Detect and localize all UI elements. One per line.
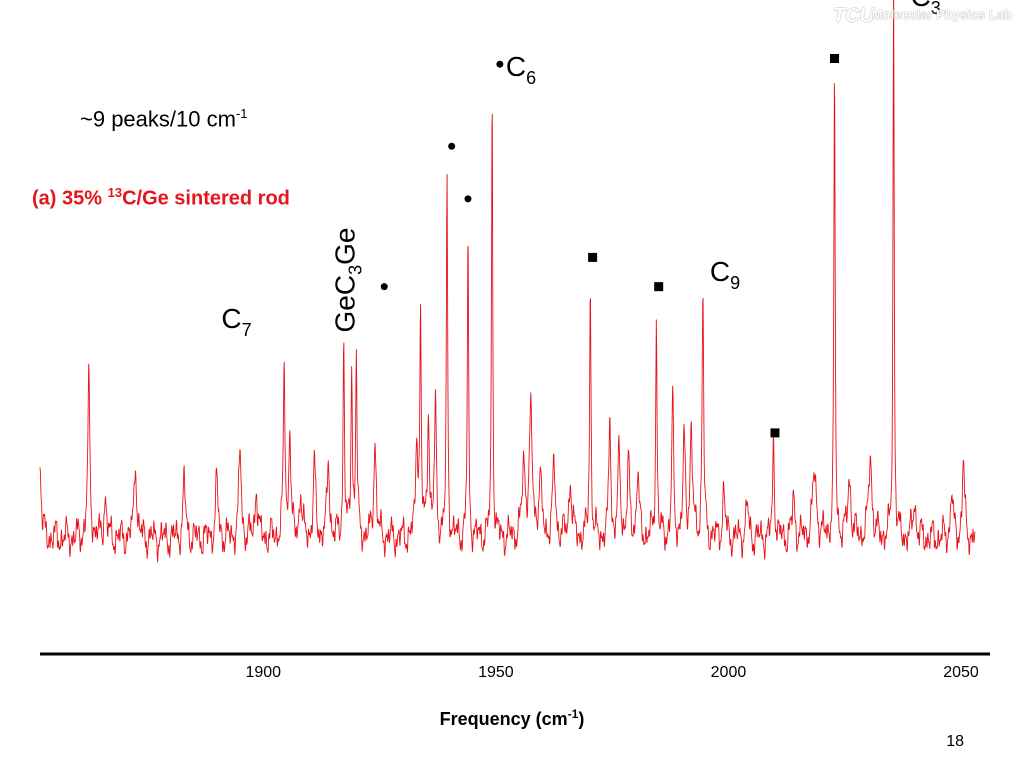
lab-watermark: Molecular Physics Lab — [871, 7, 1012, 22]
peak-annotations: C7 GeC3Ge C6 C9 C3 — [221, 0, 940, 340]
x-tick-label: 1900 — [245, 664, 281, 681]
square-marker — [830, 54, 840, 63]
sample-label-pre: (a) 35% — [32, 187, 108, 210]
x-axis-title: Frequency (cm-1) — [0, 707, 1024, 730]
sample-label-sup: 13 — [107, 185, 123, 200]
dot-marker — [448, 142, 456, 150]
spectrum-series — [39, 0, 976, 563]
square-marker — [654, 282, 664, 292]
x-axis-title-sup: -1 — [567, 707, 579, 721]
x-tick-label: 1950 — [478, 664, 514, 681]
c3-label: C3 — [911, 0, 941, 18]
lab-logo-icon: TCU — [832, 5, 874, 27]
gec3ge-label-text: GeC3Ge — [329, 228, 365, 333]
c3-label-text: C3 — [911, 0, 941, 18]
c7-label-text: C7 — [221, 303, 251, 340]
peak-markers — [380, 54, 840, 438]
peak-density-note: ~9 peaks/10 cm-1 — [80, 106, 248, 132]
c7-label: C7 — [221, 303, 251, 340]
sample-label-post: C/Ge sintered rod — [122, 187, 290, 210]
spectrum-line — [39, 0, 976, 563]
peak-density-text: ~9 peaks/10 cm — [80, 106, 236, 132]
dot-marker — [380, 283, 388, 291]
peak-density-sup: -1 — [235, 106, 248, 121]
x-tick-label: 2000 — [711, 664, 747, 681]
x-tick-label: 2050 — [943, 664, 979, 681]
c9-label-text: C9 — [710, 256, 740, 293]
gec3ge-label: GeC3Ge — [329, 228, 365, 333]
c6-label-dot — [496, 60, 504, 68]
c6-label-text: C6 — [506, 51, 536, 88]
x-axis-title-post: ) — [578, 709, 585, 729]
page-number: 18 — [946, 733, 964, 750]
square-marker — [770, 428, 780, 438]
c9-label: C9 — [710, 256, 740, 293]
x-axis: 1900 1950 2000 2050 — [40, 652, 990, 681]
c6-label: C6 — [496, 51, 536, 88]
sample-label: (a) 35% 13C/Ge sintered rod — [32, 185, 290, 211]
dot-marker — [464, 195, 472, 203]
square-marker — [588, 252, 598, 262]
x-axis-title-pre: Frequency (cm — [439, 709, 568, 729]
